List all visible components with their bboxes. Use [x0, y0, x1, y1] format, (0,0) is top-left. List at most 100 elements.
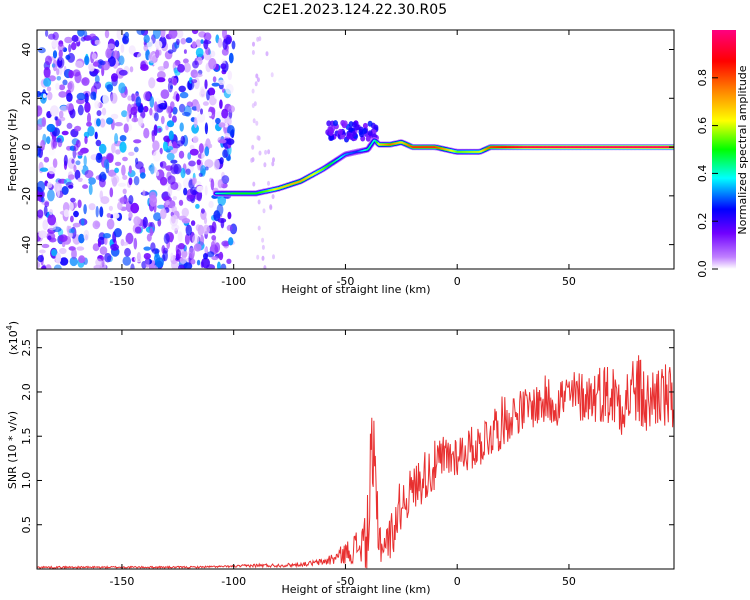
noise-speckle [95, 258, 103, 267]
noise-speckle [94, 100, 100, 109]
noise-speckle [126, 111, 130, 123]
noise-speckle [134, 226, 142, 234]
noise-speckle [203, 216, 208, 225]
noise-speckle [41, 243, 50, 249]
noise-speckle [154, 40, 163, 49]
noise-speckle [252, 118, 256, 124]
noise-speckle [166, 105, 171, 115]
noise-speckle [210, 178, 215, 191]
noise-speckle [37, 145, 42, 157]
noise-speckle [66, 92, 73, 103]
noise-speckle [54, 137, 61, 143]
noise-speckle [149, 96, 155, 108]
noise-speckle [75, 160, 81, 166]
noise-speckle [91, 39, 95, 45]
noise-speckle [143, 127, 150, 139]
noise-speckle [203, 253, 208, 260]
x-tick-label: -150 [109, 575, 134, 588]
noise-speckle [37, 209, 44, 218]
noise-speckle [190, 79, 198, 84]
noise-speckle [41, 117, 47, 127]
noise-speckle [77, 30, 85, 37]
noise-speckle [200, 108, 203, 115]
noise-speckle [166, 152, 175, 161]
noise-speckle [47, 214, 57, 226]
noise-speckle [196, 112, 206, 123]
noise-speckle [83, 30, 88, 38]
noise-speckle [51, 249, 58, 257]
noise-speckle [110, 174, 120, 185]
noise-speckle [165, 200, 170, 206]
noise-speckle [271, 194, 275, 200]
noise-speckle [208, 200, 214, 209]
noise-speckle [130, 263, 135, 269]
noise-speckle [129, 66, 134, 73]
noise-speckle [45, 55, 52, 66]
noise-speckle [111, 73, 118, 82]
noise-speckle [73, 210, 79, 218]
noise-speckle [221, 48, 229, 56]
burst-blob [337, 128, 343, 135]
noise-speckle [178, 199, 184, 206]
noise-speckle [99, 246, 108, 255]
noise-speckle [104, 236, 108, 246]
noise-speckle [185, 224, 192, 236]
noise-speckle [272, 157, 275, 163]
noise-speckle [170, 163, 179, 175]
noise-speckle [84, 135, 88, 145]
noise-speckle [250, 157, 254, 163]
noise-speckle [251, 88, 255, 94]
noise-speckle [184, 233, 190, 245]
noise-speckle [159, 147, 163, 155]
noise-speckle [135, 96, 142, 107]
noise-speckle [183, 58, 189, 64]
noise-speckle [94, 131, 98, 140]
noise-speckle [153, 101, 158, 112]
figure-title: C2E1.2023.124.22.30.R05 [263, 2, 447, 18]
noise-speckle [175, 93, 180, 102]
noise-speckle [47, 33, 56, 40]
noise-speckle [201, 150, 205, 163]
noise-speckle [58, 84, 66, 91]
noise-speckle [57, 186, 60, 198]
noise-speckle [161, 245, 166, 254]
noise-speckle [149, 163, 155, 175]
noise-speckle [183, 49, 187, 54]
noise-speckle [43, 66, 51, 79]
noise-speckle [217, 218, 227, 223]
noise-speckle [188, 247, 195, 259]
noise-speckle [88, 65, 95, 72]
noise-speckle [83, 155, 87, 167]
noise-speckle [77, 104, 84, 116]
noise-speckle [171, 214, 176, 224]
noise-speckle [95, 153, 103, 163]
noise-speckle [183, 62, 191, 73]
noise-speckle [192, 60, 199, 69]
noise-speckle [178, 85, 186, 93]
noise-speckle [68, 70, 74, 79]
noise-speckle [156, 188, 163, 194]
noise-speckle [198, 143, 204, 154]
noise-speckle [121, 241, 129, 246]
noise-speckle [157, 71, 166, 80]
noise-speckle [215, 111, 223, 119]
noise-speckle [228, 52, 234, 64]
noise-speckle [181, 207, 189, 218]
noise-speckle [158, 102, 168, 110]
noise-speckle [193, 77, 200, 90]
burst-blob [362, 122, 368, 129]
noise-speckle [207, 111, 212, 117]
noise-speckle [48, 225, 56, 231]
noise-speckle [199, 234, 205, 246]
noise-speckle [180, 135, 186, 145]
noise-speckle [143, 91, 151, 101]
noise-speckle [217, 37, 223, 48]
noise-speckle [114, 161, 122, 166]
noise-speckle [140, 64, 149, 71]
noise-speckle [179, 91, 189, 99]
noise-speckle [37, 255, 44, 263]
colorbar-tick-label: 0.0 [696, 260, 709, 278]
noise-speckle [92, 243, 100, 252]
noise-speckle [154, 257, 164, 268]
noise-speckle [155, 170, 160, 177]
